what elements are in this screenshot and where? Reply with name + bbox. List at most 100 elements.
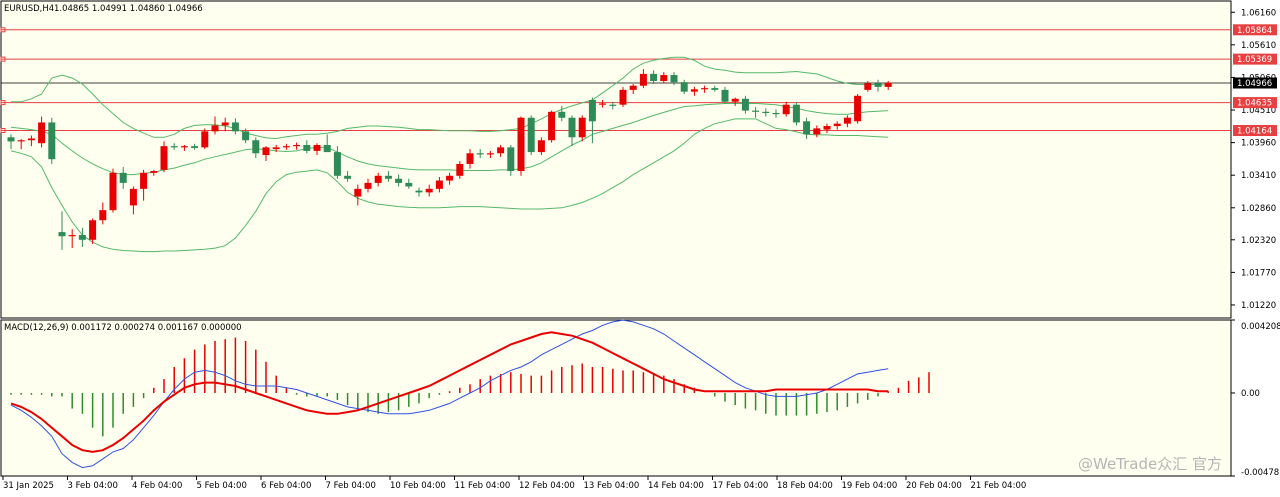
time-tick-label: 10 Feb 04:00 [390, 481, 446, 491]
time-tick-label: 20 Feb 04:00 [906, 481, 962, 491]
bullish-candle [843, 117, 851, 124]
level-price-label: 1.04164 [1237, 127, 1272, 137]
bullish-candle [660, 75, 668, 81]
bearish-candle [609, 104, 617, 106]
macd-tick-label: -0.004787 [1241, 468, 1280, 478]
time-tick-label: 6 Feb 04:00 [261, 481, 311, 491]
bearish-candle [78, 235, 86, 240]
main-plot-area[interactable] [0, 0, 1232, 319]
time-tick-label: 7 Feb 04:00 [326, 481, 376, 491]
level-price-label: 1.04635 [1237, 99, 1272, 109]
macd-chart-layer [10, 319, 930, 469]
price-tick-label: 1.03410 [1241, 171, 1276, 181]
bullish-candle [701, 88, 709, 90]
bullish-candle [201, 131, 209, 148]
bearish-candle [762, 111, 770, 113]
bearish-candle [303, 144, 311, 151]
bearish-candle [384, 175, 392, 179]
bullish-candle [38, 122, 46, 144]
time-tick-label: 17 Feb 04:00 [713, 481, 769, 491]
bullish-candle [17, 140, 25, 142]
bearish-candle [741, 98, 749, 111]
macd-main-line [10, 319, 889, 469]
time-tick-label: 4 Feb 04:00 [132, 481, 182, 491]
bullish-candle [435, 180, 443, 189]
bullish-candle [211, 125, 219, 132]
bullish-candle [731, 98, 739, 102]
time-tick-label: 11 Feb 04:00 [455, 481, 511, 491]
bullish-candle [537, 140, 545, 153]
macd-tick-label: 0.00 [1241, 389, 1260, 399]
bearish-candle [344, 175, 352, 179]
bearish-candle [588, 99, 596, 122]
bullish-candle [221, 122, 229, 126]
bullish-candle [160, 146, 168, 170]
macd-plot-area[interactable] [0, 319, 1232, 477]
level-price-tag [1233, 24, 1277, 36]
bullish-candle [354, 188, 362, 197]
bearish-candle [170, 146, 178, 148]
level-price-tag [1233, 125, 1277, 137]
time-tick-label: 12 Feb 04:00 [519, 481, 575, 491]
bearish-candle [191, 146, 199, 148]
bearish-candle [752, 110, 760, 112]
level-anchor [0, 56, 6, 62]
bullish-candle [364, 182, 372, 189]
time-tick-label: 21 Feb 04:00 [971, 481, 1027, 491]
bullish-candle [313, 144, 321, 151]
level-anchor [0, 128, 6, 134]
bullish-candle [446, 175, 454, 181]
bearish-candle [119, 172, 127, 183]
bullish-candle [180, 146, 188, 148]
bearish-candle [721, 89, 729, 102]
level-price-tag [1233, 53, 1277, 65]
bullish-candle [548, 111, 556, 141]
bearish-candle [803, 121, 811, 135]
bullish-candle [639, 73, 647, 86]
bullish-candle [599, 103, 607, 105]
price-tick-label: 1.04510 [1241, 106, 1276, 116]
price-tick-label: 1.03960 [1241, 139, 1276, 149]
bullish-candle [578, 117, 586, 138]
watermark: @WeTrade众汇 官方 [1078, 455, 1222, 473]
bullish-candle [293, 144, 301, 147]
time-tick-label: 3 Feb 04:00 [68, 481, 118, 491]
bullish-candle [282, 146, 290, 148]
bullish-candle [99, 210, 107, 221]
main-chart-layer [0, 27, 1231, 253]
level-anchor [0, 100, 6, 106]
symbol-header: EURUSD,H4 [4, 4, 54, 14]
time-tick-label: 31 Jan 2025 [3, 481, 54, 491]
bullish-candle [854, 95, 862, 122]
bullish-candle [262, 147, 270, 156]
bullish-candle [497, 147, 505, 154]
price-tick-label: 1.01220 [1241, 301, 1276, 311]
bearish-candle [58, 232, 66, 237]
bearish-candle [650, 73, 658, 81]
bullish-candle [486, 153, 494, 155]
macd-header: MACD(12,26,9) 0.001172 0.000274 0.001167… [4, 323, 242, 333]
bullish-candle [619, 89, 627, 105]
macd-signal-line [10, 331, 889, 453]
bullish-candle [425, 188, 433, 193]
bollinger-lower-band [10, 118, 889, 253]
bearish-candle [527, 117, 535, 153]
current-price-label: 1.04966 [1237, 79, 1272, 89]
bearish-candle [558, 111, 566, 118]
price-axis: 1.061601.056101.050601.045101.039601.034… [1231, 8, 1280, 478]
ohlc-header: 1.04865 1.04991 1.04860 1.04966 [54, 4, 203, 14]
time-tick-label: 18 Feb 04:00 [777, 481, 833, 491]
time-tick-label: 5 Feb 04:00 [197, 481, 247, 491]
bullish-candle [456, 163, 464, 176]
bullish-candle [466, 153, 474, 164]
bearish-candle [7, 137, 15, 142]
price-tick-label: 1.06160 [1241, 8, 1276, 18]
bearish-candle [333, 152, 341, 176]
bullish-candle [129, 188, 137, 206]
bullish-candle [27, 138, 35, 141]
bearish-candle [48, 122, 56, 160]
bearish-candle [405, 182, 413, 187]
bearish-candle [231, 122, 239, 132]
